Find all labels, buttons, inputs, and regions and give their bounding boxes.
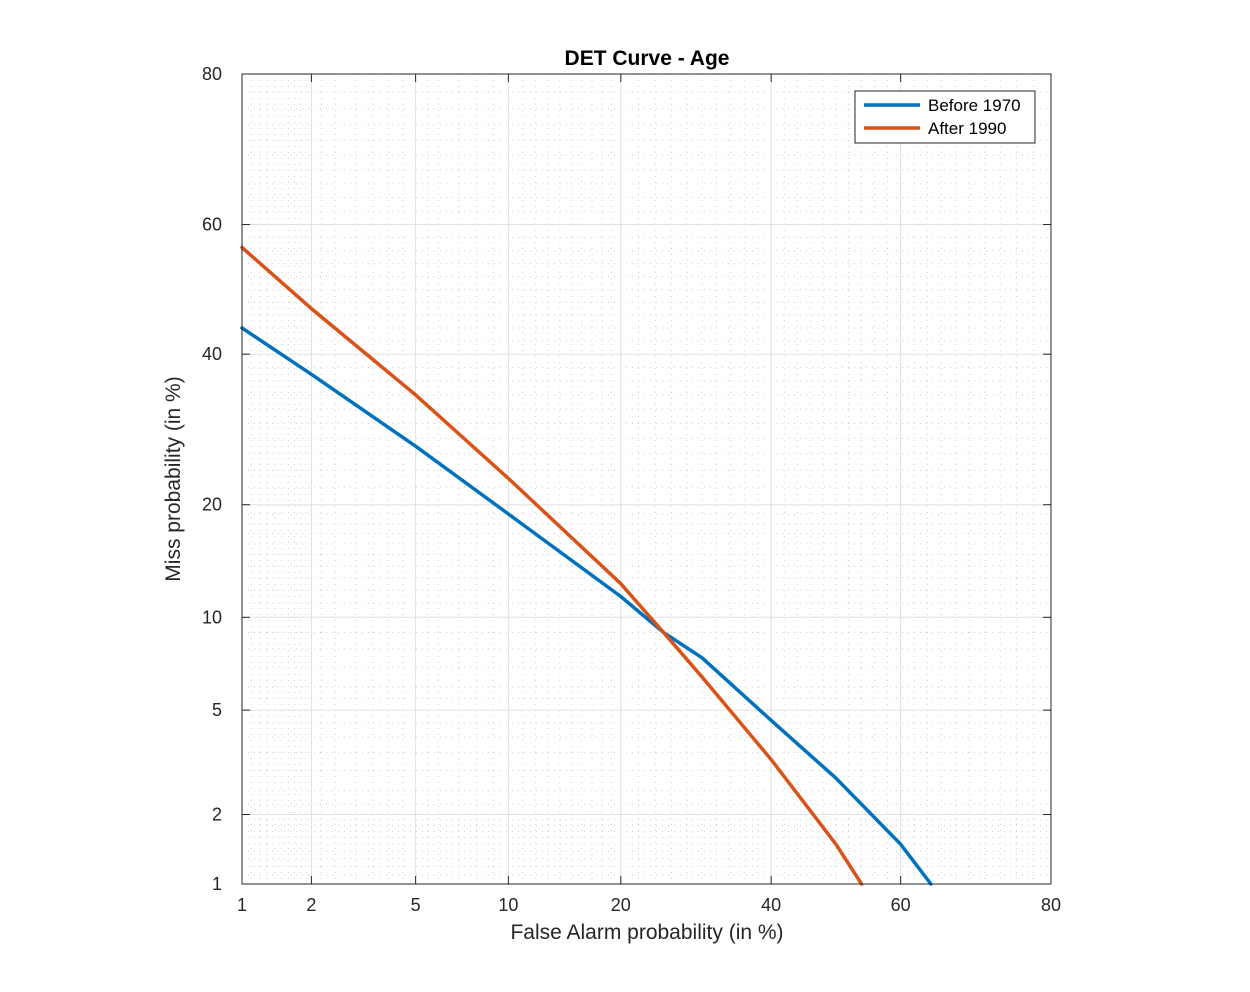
x-axis-label: False Alarm probability (in %) [510, 921, 783, 944]
y-tick-label: 60 [202, 215, 222, 235]
tick-marks [241, 73, 1052, 885]
y-tick-label: 1 [212, 874, 222, 894]
series-layer [240, 245, 933, 886]
y-tick-label: 2 [212, 805, 222, 825]
major-grid [242, 74, 1051, 884]
x-tick-label: 5 [411, 895, 421, 915]
x-tick-label: 10 [498, 895, 518, 915]
legend: Before 1970 After 1990 [854, 90, 1036, 144]
x-tick-label: 60 [891, 895, 911, 915]
y-tick-label: 80 [202, 64, 222, 84]
chart-title: DET Curve - Age [565, 47, 730, 70]
y-tick-label: 20 [202, 495, 222, 515]
legend-box [854, 90, 1036, 144]
x-tick-label: 1 [237, 895, 247, 915]
x-tick-labels: 1 2 5 10 20 40 60 80 [237, 895, 1061, 915]
y-tick-label: 40 [202, 344, 222, 364]
y-tick-labels: 1 2 5 10 20 40 60 80 [202, 64, 222, 894]
y-axis-label: Miss probability (in %) [162, 376, 185, 581]
y-tick-label: 5 [212, 700, 222, 720]
x-tick-label: 40 [761, 895, 781, 915]
axes-box [241, 73, 1052, 885]
legend-label-before-1970: Before 1970 [928, 96, 1021, 115]
x-tick-label: 2 [306, 895, 316, 915]
x-tick-label: 80 [1041, 895, 1061, 915]
series-line-before-1970 [240, 326, 933, 886]
series-line-after-1990 [240, 245, 864, 886]
minor-grid [242, 74, 1051, 884]
x-tick-label: 20 [611, 895, 631, 915]
legend-label-after-1990: After 1990 [928, 119, 1006, 138]
y-tick-label: 10 [202, 607, 222, 627]
